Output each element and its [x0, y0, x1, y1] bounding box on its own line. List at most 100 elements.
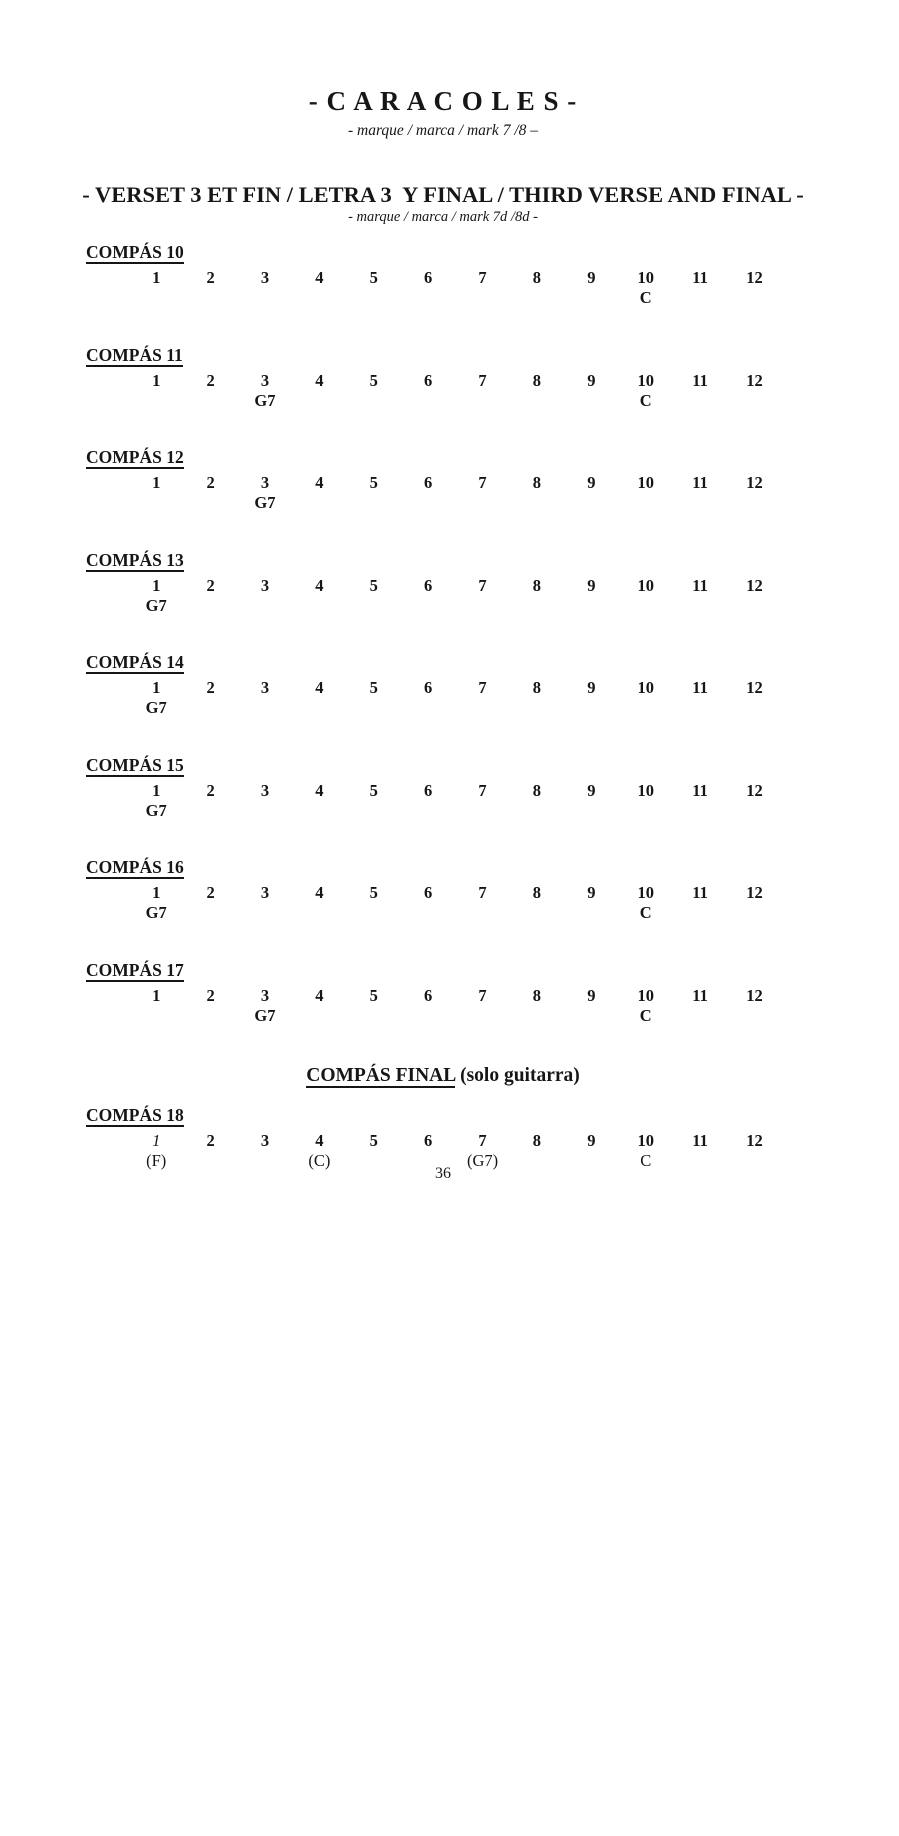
- chord-empty: [564, 801, 618, 820]
- beat-number: 11: [692, 883, 708, 902]
- beat-number: 3: [260, 678, 270, 697]
- beat-number: 7: [478, 678, 487, 697]
- beat-number: 5: [369, 370, 378, 390]
- beat-number: 9: [587, 780, 596, 800]
- chord-empty: [619, 596, 673, 615]
- beat-number: 5: [369, 473, 378, 492]
- final-compas-title: COMPÁS FINAL: [306, 1065, 456, 1088]
- chord-label: G7: [254, 390, 276, 410]
- chord-empty: [510, 391, 564, 410]
- beat-number: 7: [478, 985, 487, 1005]
- chord-empty: [401, 288, 455, 307]
- chord-empty: [673, 801, 727, 820]
- chord-empty: [455, 493, 509, 512]
- chord-empty: [564, 1006, 618, 1025]
- chord-label: C: [639, 288, 652, 307]
- verse-section-heading: - VERSET 3 ET FIN / LETRA 3 Y FINAL / TH…: [82, 182, 804, 207]
- beat-number: 9: [587, 985, 596, 1005]
- beat-number: 4: [315, 1131, 324, 1150]
- chord-empty: [455, 698, 509, 717]
- chord-empty: [673, 1151, 727, 1170]
- chord-empty: [673, 1006, 727, 1025]
- beat-number: 11: [692, 370, 708, 390]
- beat-number: 12: [746, 473, 763, 492]
- chord-empty: [727, 1006, 781, 1025]
- beat-number: 6: [424, 780, 433, 800]
- compas-block: COMPÁS 17 1 2 3 4 5 6 7 8 9 10 11 12 G7 C: [0, 960, 899, 1025]
- chord-empty: [510, 596, 564, 615]
- chord-empty: [183, 1006, 237, 1025]
- beat-number: 3: [260, 1131, 270, 1150]
- chord-empty: [292, 698, 346, 717]
- chord-empty: [401, 391, 455, 410]
- chord-empty: [129, 288, 183, 307]
- beat-number: 2: [206, 268, 215, 287]
- beat-number: 4: [315, 883, 324, 902]
- beat-number: 2: [206, 780, 215, 800]
- chord-label: G7: [254, 493, 276, 512]
- beat-number: 11: [692, 575, 708, 595]
- chord-label: C: [640, 1151, 652, 1170]
- chord-empty: [727, 288, 781, 307]
- beat-number: 10: [637, 985, 654, 1005]
- compas-block: COMPÁS 14 1 2 3 4 5 6 7 8 9 10 11 12 G7: [0, 653, 899, 717]
- beat-row: 1 2 3 4 5 6 7 8 9 10 11 12: [129, 883, 899, 902]
- beat-number: 6: [424, 268, 433, 287]
- chord-label: G7: [145, 800, 167, 820]
- chord-empty: [238, 801, 292, 820]
- beat-row: 1 2 3 4 5 6 7 8 9 10 11 12: [129, 781, 899, 800]
- chord-label: (F): [146, 1151, 167, 1170]
- beat-number: 12: [746, 985, 763, 1005]
- chord-empty: [401, 1006, 455, 1025]
- beat-number: 6: [424, 575, 433, 595]
- chord-empty: [183, 903, 237, 922]
- beat-number: 11: [692, 780, 708, 800]
- beat-number: 11: [692, 473, 708, 492]
- chord-empty: [673, 903, 727, 922]
- chord-empty: [347, 288, 401, 307]
- compas-label: COMPÁS 16: [86, 857, 184, 879]
- chord-label: (G7): [466, 1151, 499, 1170]
- chord-empty: [292, 391, 346, 410]
- chord-row: G7: [129, 596, 899, 615]
- chord-empty: [673, 288, 727, 307]
- chord-label: C: [639, 390, 652, 410]
- beat-row: 1 2 3 4 5 6 7 8 9 10 11 12: [129, 678, 899, 697]
- chord-empty: [510, 1151, 564, 1170]
- beat-number: 6: [424, 1131, 433, 1150]
- chord-empty: [347, 391, 401, 410]
- beat-number: 5: [369, 780, 378, 800]
- beat-number: 9: [587, 883, 596, 902]
- chord-empty: [292, 596, 346, 615]
- compas-block: COMPÁS 13 1 2 3 4 5 6 7 8 9 10 11 12 G7: [0, 550, 899, 615]
- beat-number: 9: [587, 473, 596, 492]
- chord-row: G7: [129, 801, 899, 820]
- beat-number: 3: [260, 575, 270, 595]
- chord-empty: [347, 596, 401, 615]
- chord-row: G7 C: [129, 391, 899, 410]
- beat-number: 12: [746, 1131, 763, 1150]
- chord-empty: [183, 493, 237, 512]
- beat-number: 3: [260, 370, 270, 390]
- beat-row: 1 2 3 4 5 6 7 8 9 10 11 12: [129, 371, 899, 390]
- beat-number: 12: [746, 370, 763, 390]
- chord-row: (F) (C) (G7) C: [129, 1151, 899, 1170]
- chord-empty: [510, 288, 564, 307]
- chord-empty: [401, 903, 455, 922]
- beat-number: 1: [152, 678, 161, 697]
- beat-number: 10: [637, 473, 654, 492]
- beat-number: 12: [746, 268, 763, 287]
- chord-label: C: [639, 1005, 652, 1025]
- beat-number: 1: [152, 1131, 161, 1150]
- chord-empty: [129, 1006, 183, 1025]
- chord-empty: [727, 698, 781, 717]
- chord-label: G7: [145, 903, 167, 922]
- compas-block: COMPÁS 12 1 2 3 4 5 6 7 8 9 10 11 12 G7: [0, 448, 899, 512]
- chord-empty: [455, 288, 509, 307]
- beat-number: 8: [532, 780, 542, 800]
- chord-empty: [347, 1151, 401, 1170]
- chord-empty: [183, 391, 237, 410]
- chord-row: G7: [129, 698, 899, 717]
- chord-empty: [129, 493, 183, 512]
